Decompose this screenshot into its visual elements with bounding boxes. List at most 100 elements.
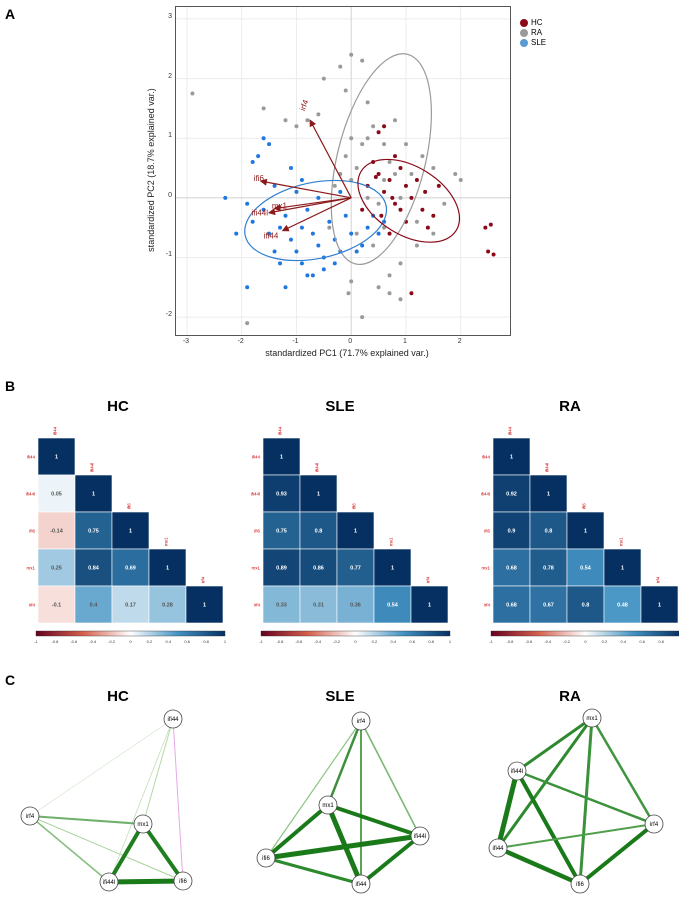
point-ra [365,195,370,200]
x-tick-label: 2 [457,338,462,345]
point-sle [294,249,299,254]
panel-letter-a: A [5,6,16,22]
network-node-ifi44l [507,761,527,781]
point-hc [486,249,491,254]
matrix-cell [74,548,113,587]
point-sle [294,189,299,194]
point-ra [365,136,370,141]
row-label: mx1 [481,566,490,571]
network-node-ifi44l [410,826,430,846]
pca-plot-area: irf4 ifi6 ifi44l mx1 ifi44 [175,6,511,336]
point-sle [360,243,365,248]
point-ra [376,285,381,290]
cell-value: 0.77 [350,566,361,572]
row-label: ifi44l [251,492,260,497]
network-edge [495,770,520,849]
row-label: ifi6 [29,529,35,534]
colorbar-tick: 0.2 [372,639,378,644]
network-edge [359,834,422,886]
point-ra [431,231,436,236]
cell-value: 1 [280,455,283,461]
point-ra [343,154,348,159]
legend-label-hc: HC [531,18,543,27]
point-sle [299,177,304,182]
colorbar-tick: 0 [129,639,132,644]
legend-dot-hc [520,18,528,27]
network-node-ifi44 [488,838,508,858]
arrow-ifi44 [281,197,352,232]
cell-value: -0.1 [52,603,61,609]
cell-value: 1 [510,455,513,461]
point-sle [283,213,288,218]
network-title-hc: HC [107,688,129,705]
point-hc [379,213,384,218]
point-hc [393,154,398,159]
cell-value: 1 [658,603,661,609]
cell-value: 1 [584,529,587,535]
colorbar [490,630,679,637]
matrix-cell [262,585,301,624]
point-ra [371,243,376,248]
point-sle [261,207,266,212]
network-node-mx1 [582,708,602,728]
point-ra [261,106,266,111]
network-edge [29,815,144,825]
legend-item-hc: HC [520,18,546,27]
point-ra [387,291,392,296]
network-edge [578,822,656,886]
cell-value: 0.28 [162,603,173,609]
column-label: irf4 [656,576,661,583]
point-hc [398,207,403,212]
point-ra [398,297,403,302]
cell-value: 0.25 [51,566,62,572]
legend-item-sle: SLE [520,38,546,47]
node-label: mx1 [586,716,598,722]
cell-value: 0.92 [506,492,517,498]
matrix-cell [492,548,531,587]
cell-value: 0.17 [125,603,136,609]
network-node-ifi6 [173,871,193,891]
network-node-ifi44 [351,874,371,894]
matrix-cell [37,474,76,513]
cell-value: 1 [547,492,550,498]
point-sle [310,231,315,236]
colorbar-tick: 0.6 [184,639,190,644]
network-edge [515,770,582,885]
colorbar-tick: 1 [449,639,452,644]
node-label: ifi44l [511,769,523,775]
network-node-ifi6 [570,874,590,894]
point-ra [338,64,343,69]
matrix-cell [74,585,113,624]
point-hc [403,183,408,188]
matrix-cell [111,585,150,624]
legend-label-sle: SLE [531,38,547,47]
network-edge [265,720,362,859]
matrix-title-ra: RA [559,398,581,415]
colorbar [260,630,451,637]
matrix-cell [603,548,642,587]
colorbar-tick: -0.6 [525,639,533,644]
arrow-label-ifi44: ifi44 [264,231,279,240]
row-label: ifi44l [26,492,35,497]
point-ra [332,183,337,188]
colorbar-tick: 0.4 [621,639,627,644]
colorbar-tick: -1 [489,639,493,644]
column-label: ifi44l [90,463,95,472]
matrix-cell [640,585,679,624]
cell-value: 0.8 [545,529,553,535]
point-sle [256,154,261,159]
cell-value: 1 [621,566,624,572]
point-ra [354,231,359,236]
row-label: irf4 [484,603,491,608]
arrow-label-mx1: mx1 [272,202,288,211]
ellipse-sle [244,179,388,262]
point-sle [250,219,255,224]
cell-value: 1 [391,566,394,572]
y-tick-label: 2 [168,72,172,80]
column-label: ifi44l [545,463,550,472]
network-edge [578,717,594,885]
matrix-cell [262,437,301,476]
y-tick-label: 1 [168,132,172,140]
point-ra [245,321,250,326]
cell-value: 1 [166,566,169,572]
